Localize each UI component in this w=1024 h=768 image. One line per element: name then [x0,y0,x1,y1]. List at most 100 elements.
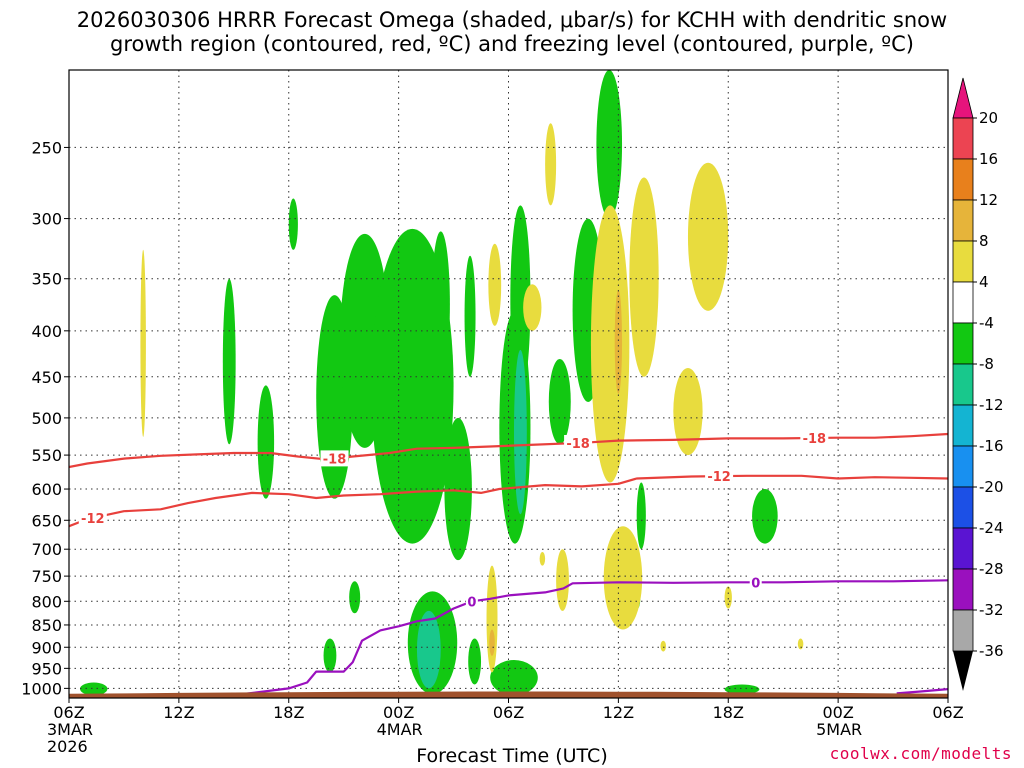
contour-label: -12 [707,470,731,485]
contour-line [224,579,948,698]
y-tick-label: 400 [31,322,62,341]
omega-region-35 [556,549,569,611]
omega-region-27 [513,349,527,515]
omega-region-24 [724,684,760,695]
omega-region-15 [323,638,337,673]
colorbar-label: -32 [979,601,1004,619]
contour-label-bg [320,450,349,467]
omega-region-12 [510,205,531,394]
colorbar-label: -28 [979,560,1004,578]
omega-shading [79,70,804,696]
y-tick-label: 650 [31,511,62,530]
omega-region-28 [488,243,502,326]
colorbar-bin [952,568,974,611]
y-tick-label: 500 [31,409,62,428]
colorbar-label: 8 [979,232,989,250]
chart-title-line-1: 2026030306 HRRR Forecast Omega (shaded, … [76,8,948,32]
omega-region-21 [636,482,646,550]
omega-region-30 [545,123,557,206]
colorbar-bin [952,322,974,365]
omega-region-39 [489,629,495,656]
y-tick-label: 800 [31,592,62,611]
colorbar-top-arrow [952,77,974,119]
omega-region-2 [257,385,275,499]
y-tick-label: 900 [31,638,62,657]
contours: -18 -18 -18 -12 -12 0 0 [69,430,948,698]
omega-region-38 [486,565,498,673]
omega-region-42 [724,586,732,609]
omega-region-32 [629,177,659,377]
y-tick-label: 850 [31,616,62,635]
omega-region-23 [752,489,778,544]
colorbar-label: -12 [979,396,1004,414]
x-tick-label: 12Z [603,703,634,722]
omega-region-3 [288,198,298,250]
omega-region-1 [222,278,236,445]
colorbar-bin [952,281,974,324]
y-tick-label: 750 [31,567,62,586]
x-tick-label: 5MAR [816,720,862,739]
colorbar-bin [952,117,974,160]
chart-title-line-2: growth region (contoured, red, ºC) and f… [110,32,914,56]
grid [69,70,948,698]
contour-label: -12 [81,512,105,527]
colorbar-label: -8 [979,355,994,373]
y-axis: 250 300 350 400 450 500 550 600 650 700 750 800 850 9… [21,138,69,698]
contour-line [896,688,948,695]
colorbar: 20 16 12 8 4 -4 -8 -12 -16 -20 -24 -28 -32 -36 [952,77,1004,691]
colorbar-label: 12 [979,191,998,209]
omega-region-25 [79,682,108,696]
colorbar-label: 20 [979,109,998,127]
colorbar-bin [952,527,974,570]
contour-label-bg [78,509,107,526]
contour-label-bg [705,468,734,485]
chart-title: 2026030306 HRRR Forecast Omega (shaded, … [0,8,1024,56]
contour-label: -18 [803,432,827,447]
y-tick-label: 250 [31,138,62,157]
colorbar-label: -20 [979,478,1004,496]
y-tick-label: 950 [31,659,62,678]
x-axis-label: Forecast Time (UTC) [416,745,608,767]
omega-region-8 [444,417,472,561]
contour-label-bg [800,430,829,447]
contour-label-bg [465,593,478,610]
x-tick-label: 3MAR [47,720,93,739]
x-tick-label: 06Z [53,703,84,722]
x-tick-label: 00Z [822,703,853,722]
contour-label-bg [749,574,762,591]
x-tick-label: 12Z [163,703,194,722]
omega-region-0 [140,249,146,437]
omega-region-31 [590,205,630,483]
y-tick-label: 350 [31,270,62,289]
omega-region-44 [539,551,546,566]
x-tick-label: 18Z [273,703,304,722]
y-tick-label: 300 [31,210,62,229]
omega-region-41 [660,640,666,652]
contour-label: 0 [467,595,476,610]
omega-region-16 [468,638,482,685]
omega-region-18 [548,359,571,445]
omega-region-43 [797,638,804,650]
omega-region-20 [596,70,623,219]
x-tick-label: 2026 [47,737,88,756]
colorbar-bottom-arrow [953,651,973,691]
omega-region-7 [431,231,450,377]
colorbar-bin [952,486,974,529]
y-tick-label: 450 [31,368,62,387]
contour-line [69,432,948,469]
omega-region-26 [416,610,441,689]
colorbar-label: -4 [979,314,994,332]
contour-label-bg [564,434,593,451]
y-tick-label: 700 [31,540,62,559]
contour-label: 0 [751,576,760,591]
x-tick-label: 18Z [713,703,744,722]
colorbar-bin [952,609,974,652]
omega-region-14 [349,581,361,614]
colorbar-label: -16 [979,437,1004,455]
omega-region-40 [614,289,623,394]
x-tick-label: 4MAR [377,720,423,739]
colorbar-bin [952,199,974,242]
contour-label: -18 [323,452,347,467]
